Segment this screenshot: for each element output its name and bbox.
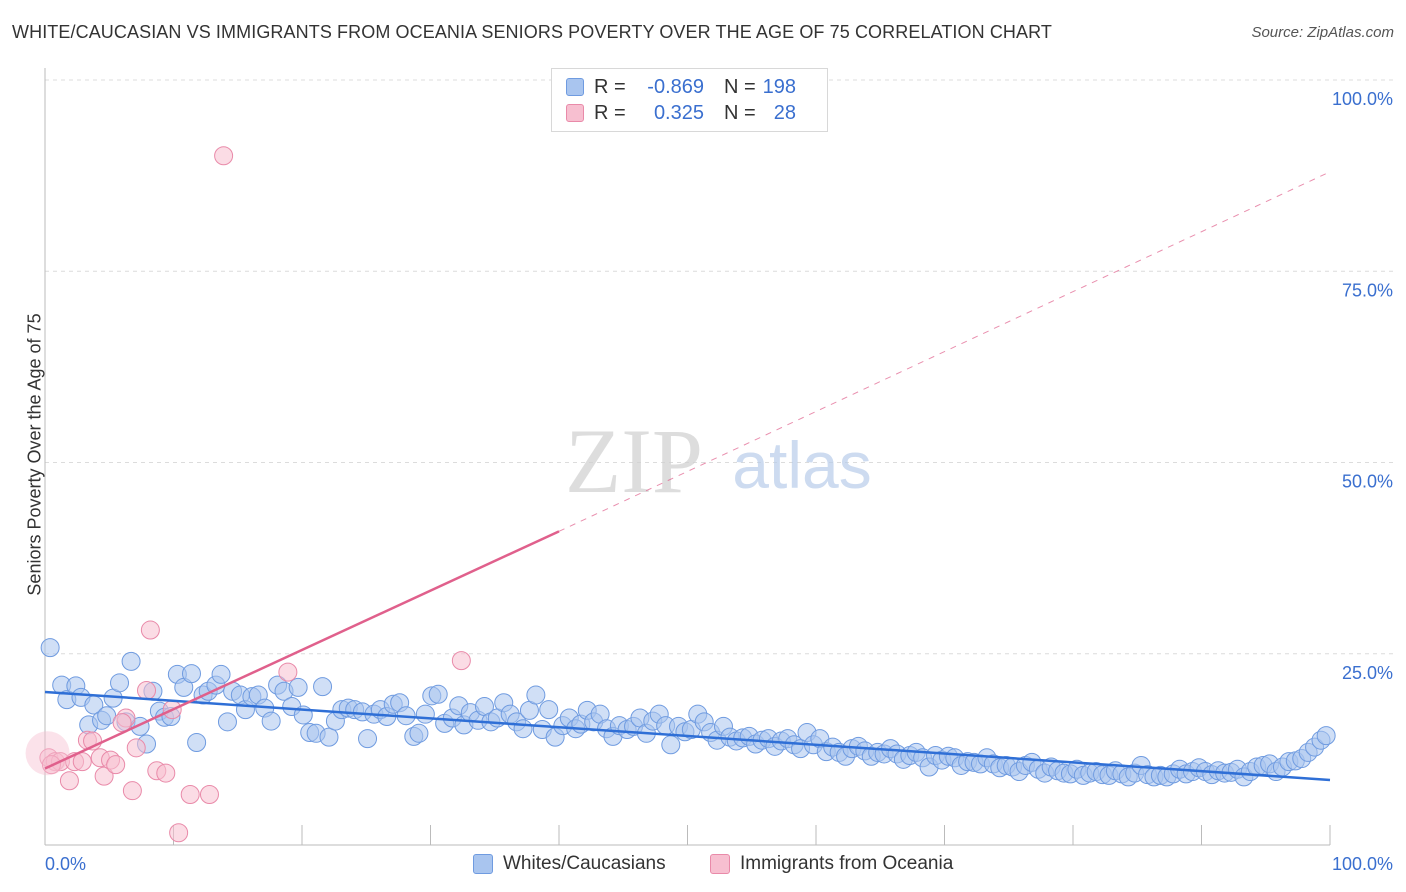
- point-oceania: [156, 763, 176, 783]
- point-whites: [409, 723, 429, 743]
- y-axis-title: Seniors Poverty Over the Age of 75: [24, 313, 45, 596]
- stats-legend: R = -0.869 N = 198 R = 0.325 N = 28: [551, 68, 828, 132]
- x-tick-label: 0.0%: [45, 854, 86, 874]
- point-oceania-cluster: [25, 731, 70, 776]
- point-oceania: [169, 823, 189, 843]
- r-value: 0.325: [653, 101, 704, 124]
- axes: [44, 68, 1331, 846]
- r-label: R =: [594, 75, 626, 98]
- point-oceania: [126, 738, 146, 758]
- legend-item-whites[interactable]: Whites/Caucasians: [473, 852, 666, 876]
- point-whites: [415, 704, 435, 724]
- legend-swatch-whites: [473, 854, 493, 874]
- point-whites: [187, 732, 207, 752]
- n-value: 198: [762, 75, 796, 98]
- point-oceania: [122, 781, 142, 801]
- point-oceania: [451, 651, 471, 671]
- point-whites: [110, 673, 130, 693]
- watermark-zip: ZIP: [565, 410, 703, 512]
- point-whites: [513, 719, 533, 739]
- legend-label-oceania: Immigrants from Oceania: [740, 853, 954, 874]
- point-oceania: [137, 680, 157, 700]
- trend-lines: [44, 171, 1331, 782]
- point-oceania: [214, 146, 234, 166]
- point-whites: [181, 664, 201, 684]
- trend-line-whites: [44, 690, 1331, 782]
- point-whites: [261, 711, 281, 731]
- point-whites: [217, 712, 237, 732]
- trend-line-oceania-extension: [558, 171, 1331, 532]
- point-oceania: [199, 785, 219, 805]
- source-label: Source: ZipAtlas.com: [1251, 24, 1394, 41]
- point-oceania: [106, 755, 126, 775]
- point-oceania: [278, 662, 298, 682]
- r-value: -0.869: [647, 75, 704, 98]
- legend-label-whites: Whites/Caucasians: [503, 853, 666, 874]
- point-whites: [539, 700, 559, 720]
- point-whites: [313, 677, 333, 697]
- point-whites: [319, 727, 339, 747]
- legend-swatch-oceania: [710, 854, 730, 874]
- gridlines: [45, 79, 1395, 655]
- point-oceania: [94, 766, 114, 786]
- stats-row-whites: R = -0.869 N = 198: [566, 75, 796, 99]
- stats-row-oceania: R = 0.325 N = 28: [566, 101, 796, 125]
- swatch-whites: [566, 78, 584, 96]
- point-oceania: [59, 771, 79, 791]
- y-tick-label: 100.0%: [1332, 89, 1393, 109]
- point-oceania: [140, 620, 160, 640]
- point-oceania: [180, 785, 200, 805]
- x-tick-label: 100.0%: [1332, 854, 1393, 874]
- point-whites: [526, 685, 546, 705]
- point-whites: [358, 729, 378, 749]
- trend-line-oceania: [44, 530, 560, 770]
- watermark: ZIP atlas: [565, 410, 872, 512]
- r-label: R =: [594, 101, 626, 124]
- watermark-atlas: atlas: [732, 428, 871, 502]
- n-value: 28: [773, 101, 796, 124]
- point-whites: [121, 651, 141, 671]
- tick-labels: 25.0% 50.0% 75.0% 100.0% 0.0% 100.0%: [45, 89, 1393, 874]
- chart-title: WHITE/CAUCASIAN VS IMMIGRANTS FROM OCEAN…: [12, 22, 1053, 42]
- point-whites: [288, 677, 308, 697]
- y-tick-label: 75.0%: [1342, 280, 1393, 300]
- y-tick-label: 50.0%: [1342, 472, 1393, 492]
- y-tick-label: 25.0%: [1342, 663, 1393, 683]
- point-whites: [1316, 726, 1336, 746]
- legend-item-oceania[interactable]: Immigrants from Oceania: [710, 852, 953, 876]
- n-label: N =: [724, 101, 756, 124]
- swatch-oceania: [566, 104, 584, 122]
- point-whites: [661, 735, 681, 755]
- point-whites: [428, 684, 448, 704]
- n-label: N =: [724, 75, 756, 98]
- point-whites: [211, 664, 231, 684]
- point-whites: [40, 638, 60, 658]
